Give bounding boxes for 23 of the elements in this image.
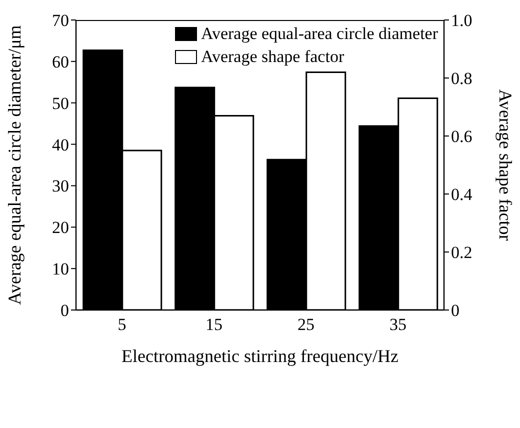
y2-tick-label: 0.8 bbox=[451, 69, 472, 88]
y-tick-label: 60 bbox=[52, 52, 69, 72]
legend-label: Average equal-area circle diameter bbox=[200, 23, 438, 45]
legend-label: Average shape factor bbox=[200, 46, 344, 68]
x-tick-label: 15 bbox=[206, 315, 222, 334]
y-tick-label: 50 bbox=[52, 94, 69, 113]
y2-tick-label: 0 bbox=[451, 301, 460, 320]
x-tick-label: 5 bbox=[118, 315, 126, 334]
y2-tick-label: 1.0 bbox=[451, 11, 472, 30]
y-tick-label: 70 bbox=[52, 11, 69, 30]
y2-tick-label: 0.4 bbox=[451, 185, 473, 204]
x-tick-label: 35 bbox=[390, 315, 406, 334]
y-axis-title: Average equal-area circle diameter/μm bbox=[4, 25, 24, 305]
x-tick-label: 25 bbox=[298, 315, 314, 334]
y2-axis-title: Average shape factor bbox=[496, 89, 516, 241]
y2-tick-label: 0.6 bbox=[451, 127, 472, 146]
y-tick-label: 10 bbox=[52, 260, 69, 279]
y2-tick-label: 0.2 bbox=[451, 243, 472, 262]
x-axis-title: Electromagnetic stirring frequency/Hz bbox=[122, 346, 398, 366]
y-tick-label: 0 bbox=[60, 301, 69, 320]
y-tick-label: 30 bbox=[52, 176, 69, 196]
y-tick-label: 40 bbox=[52, 135, 69, 154]
y-tick-label: 20 bbox=[52, 218, 69, 238]
